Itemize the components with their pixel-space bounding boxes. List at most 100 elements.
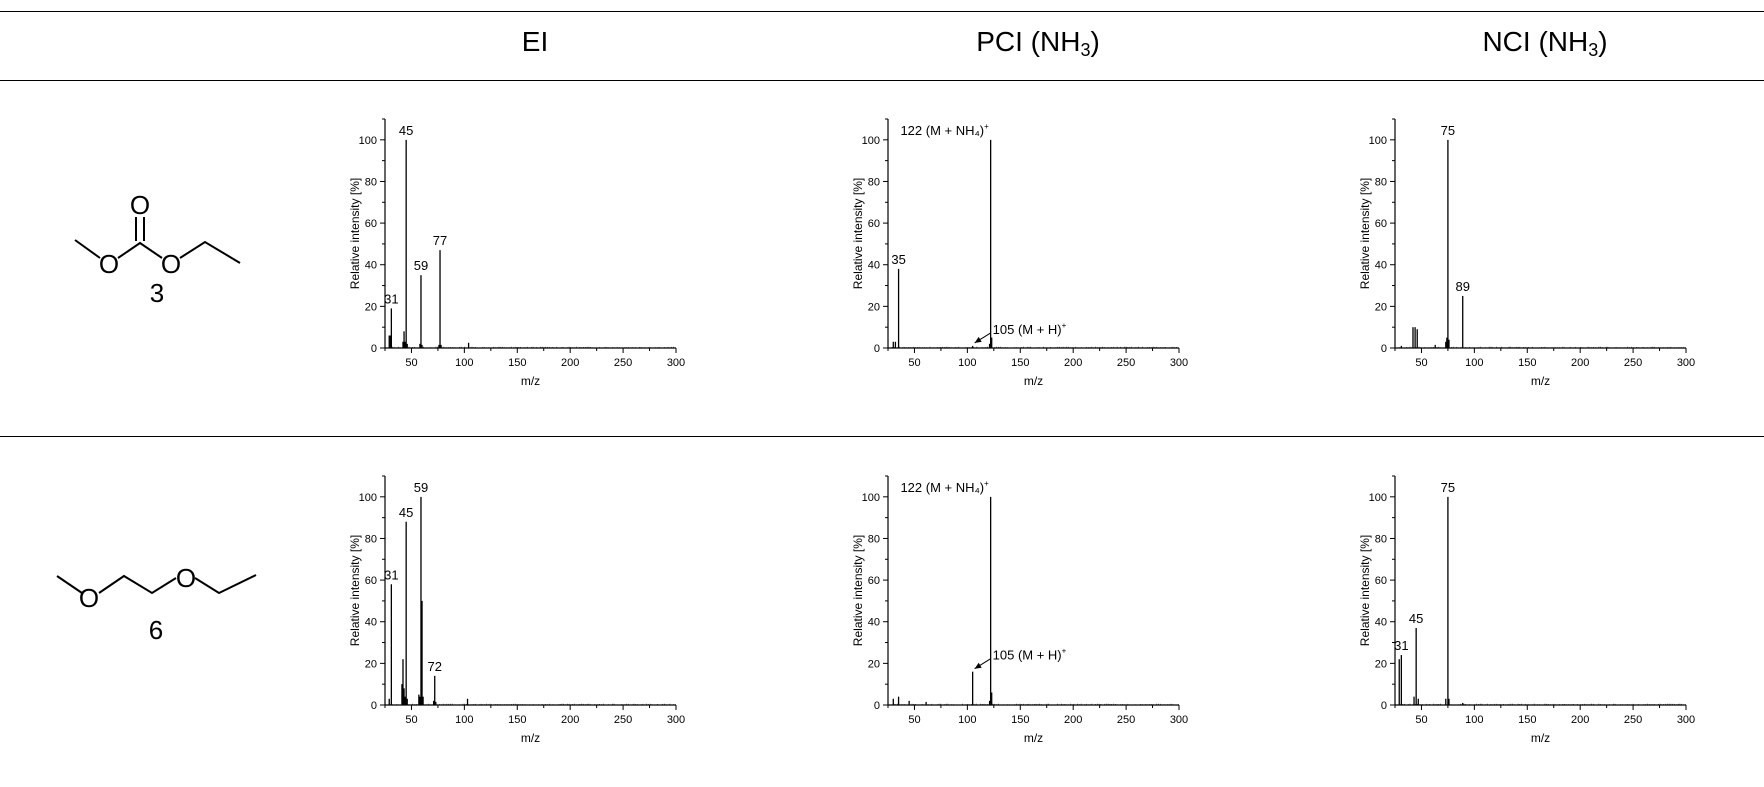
compound-3-structure: O O O 3	[74, 190, 241, 308]
spectrum-ei-compound-6: 0 20 40 60 80 100 50 100 150 200 250 300 m/z Relative…	[348, 475, 685, 745]
atom-label-o: O	[130, 190, 150, 220]
x-tick-label: 100	[958, 357, 976, 369]
x-axis-label: m/z	[1024, 374, 1043, 388]
spectrum-pci-compound-6: 0 20 40 60 80 100 50 100 150 200 250 300 m/z Relative…	[851, 475, 1188, 745]
y-tick-label: 60	[1375, 218, 1387, 230]
y-tick-label: 20	[868, 658, 880, 670]
peak-label-group: 31	[1394, 638, 1408, 653]
x-tick-label: 300	[667, 714, 685, 726]
x-axis-label: m/z	[1531, 731, 1550, 745]
peak-label-group: 45	[399, 505, 413, 520]
x-tick-label: 150	[1518, 714, 1536, 726]
bond	[194, 574, 257, 595]
y-tick-label: 20	[1375, 301, 1387, 313]
annotation-arrowhead	[974, 662, 982, 669]
baseline-noise	[891, 703, 1179, 705]
x-axis-label: m/z	[521, 374, 540, 388]
x-tick-label: 50	[405, 357, 417, 369]
peak-label-text: 31	[1394, 638, 1408, 653]
arrow-label-text: 105 (M + H)	[993, 322, 1062, 337]
x-tick-label: 150	[1011, 714, 1029, 726]
y-tick-label: 80	[365, 533, 377, 545]
peak-label-text: 31	[384, 291, 398, 306]
y-tick-label: 100	[862, 492, 880, 504]
y-tick-label: 80	[365, 176, 377, 188]
y-tick-label: 80	[1375, 176, 1387, 188]
y-axis-label: Relative intensity [%]	[851, 178, 865, 289]
peak-label: 75	[1441, 480, 1455, 495]
y-tick-label: 0	[874, 343, 880, 355]
peak-label-text: 45	[1409, 611, 1423, 626]
x-tick-label: 100	[455, 357, 473, 369]
column-header-pci: PCI (NH3)	[976, 26, 1100, 60]
bond	[56, 575, 83, 594]
x-axis-label: m/z	[521, 731, 540, 745]
x-tick-label: 200	[561, 714, 579, 726]
peak-label-text: 89	[1455, 279, 1469, 294]
peak-label-group: 31	[384, 567, 398, 582]
y-tick-label: 60	[868, 218, 880, 230]
y-tick-label: 0	[371, 343, 377, 355]
arrow-label-charge: +	[1062, 647, 1067, 656]
atom-label-o: O	[176, 563, 196, 593]
y-tick-label: 40	[1375, 260, 1387, 272]
peak-label: 35	[891, 252, 905, 267]
x-tick-label: 200	[1064, 357, 1082, 369]
y-axis-label: Relative intensity [%]	[1358, 178, 1372, 289]
atom-label-o: O	[79, 583, 99, 613]
y-tick-label: 40	[868, 617, 880, 629]
x-tick-label: 150	[1011, 357, 1029, 369]
y-tick-label: 100	[359, 135, 377, 147]
spectrum-nci-compound-3: 0 20 40 60 80 100 50 100 150 200 250 300 m/z Relative…	[1358, 118, 1695, 388]
y-tick-label: 60	[1375, 575, 1387, 587]
bond	[74, 239, 101, 259]
x-tick-label: 250	[614, 357, 632, 369]
atom-label-o: O	[99, 249, 119, 279]
peak-label: 77	[433, 233, 447, 248]
y-tick-label: 60	[365, 218, 377, 230]
peak-label: 45	[399, 123, 413, 138]
peak-label-group: 59	[414, 258, 428, 273]
bond	[98, 574, 177, 595]
x-tick-label: 300	[1170, 714, 1188, 726]
y-tick-label: 0	[1381, 700, 1387, 712]
peak-label: 75	[1441, 123, 1455, 138]
peak-label-group: 75	[1441, 123, 1455, 138]
peak-label: 45	[399, 505, 413, 520]
bond	[179, 240, 241, 264]
peak-label-group: 31	[384, 291, 398, 306]
peak-label-text: 75	[1441, 480, 1455, 495]
x-tick-label: 250	[1624, 714, 1642, 726]
peak-label-text: 45	[399, 505, 413, 520]
x-tick-label: 50	[1415, 357, 1427, 369]
column-header-ei: EI	[521, 26, 549, 57]
peak-label-group: 59	[414, 480, 428, 495]
y-axis-label: Relative intensity [%]	[851, 535, 865, 646]
y-tick-label: 80	[868, 533, 880, 545]
x-tick-label: 100	[455, 714, 473, 726]
y-axis-label: Relative intensity [%]	[348, 535, 362, 646]
x-tick-label: 150	[508, 357, 526, 369]
arrow-label-charge: +	[1062, 321, 1067, 330]
column-header-nci: NCI (NH3)	[1482, 26, 1608, 60]
x-tick-label: 250	[1117, 357, 1135, 369]
peak-label-charge: +	[984, 122, 989, 131]
atom-label-o: O	[161, 249, 181, 279]
y-tick-label: 100	[1369, 492, 1387, 504]
peak-label: 59	[414, 258, 428, 273]
y-axis-label: Relative intensity [%]	[1358, 535, 1372, 646]
peak-label-text: 31	[384, 567, 398, 582]
x-tick-label: 250	[614, 714, 632, 726]
arrow-label: 105 (M + H)+	[993, 647, 1067, 663]
x-tick-label: 300	[1677, 714, 1695, 726]
y-tick-label: 40	[365, 260, 377, 272]
y-tick-label: 100	[1369, 135, 1387, 147]
x-tick-label: 200	[1571, 714, 1589, 726]
x-tick-label: 100	[1465, 357, 1483, 369]
peak-label-text: 122 (M + NH₄)	[900, 480, 984, 495]
table-row-divider	[0, 436, 1764, 437]
peak-label-text: 75	[1441, 123, 1455, 138]
table-top-rule	[0, 11, 1764, 12]
x-tick-label: 50	[405, 714, 417, 726]
y-tick-label: 0	[371, 700, 377, 712]
